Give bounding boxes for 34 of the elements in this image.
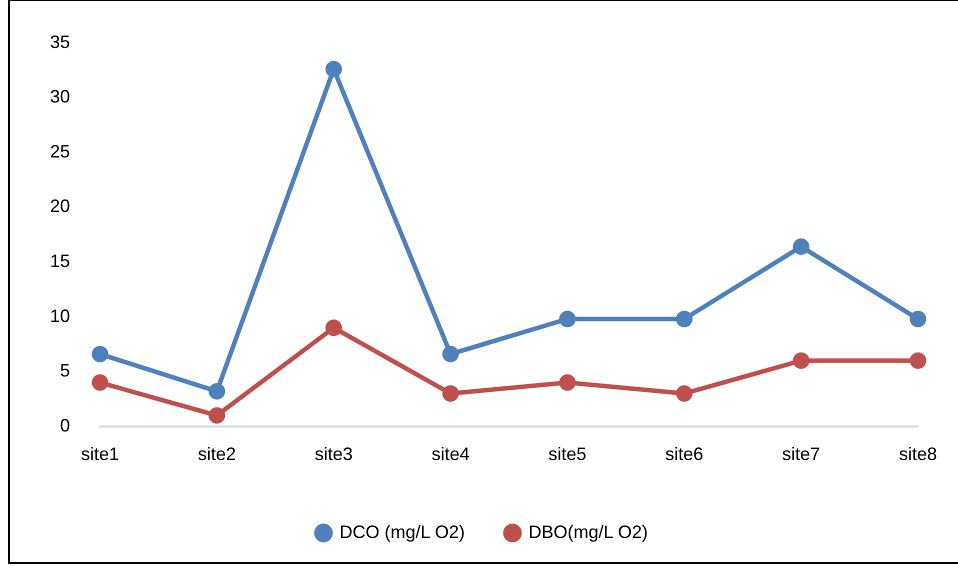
- point: [792, 238, 810, 255]
- point: [792, 352, 810, 369]
- point: [325, 320, 342, 336]
- y-tick-label: 30: [50, 86, 70, 107]
- point: [559, 374, 576, 391]
- y-tick-label: 15: [50, 250, 70, 271]
- x-tick-label: site6: [665, 444, 704, 464]
- point: [208, 383, 226, 400]
- legend-label: DBO(mg/L O2): [528, 522, 648, 542]
- point: [910, 310, 926, 328]
- point: [92, 374, 108, 391]
- point: [442, 346, 459, 362]
- y-tick-label: 10: [50, 306, 70, 326]
- point: [676, 310, 693, 328]
- point: [910, 352, 926, 369]
- x-tick-label: site8: [898, 444, 938, 464]
- x-tick-label: site5: [548, 444, 586, 464]
- y-tick-label: 25: [50, 141, 70, 162]
- point: [442, 385, 459, 402]
- y-tick-label: 0: [60, 415, 70, 436]
- legend-label: DCO (mg/L O2): [339, 522, 465, 542]
- point: [559, 310, 576, 328]
- point: [208, 407, 226, 424]
- point: [325, 60, 342, 78]
- y-tick-label: 20: [50, 196, 70, 216]
- point: [676, 385, 693, 402]
- x-tick-label: site1: [81, 444, 120, 464]
- x-tick-label: site7: [782, 444, 820, 464]
- y-tick-label: 5: [60, 360, 70, 381]
- point: [92, 346, 108, 362]
- x-tick-label: site4: [432, 444, 470, 464]
- x-tick-label: site2: [198, 444, 236, 464]
- x-tick-label: site3: [314, 444, 353, 464]
- y-tick-label: 35: [50, 32, 70, 52]
